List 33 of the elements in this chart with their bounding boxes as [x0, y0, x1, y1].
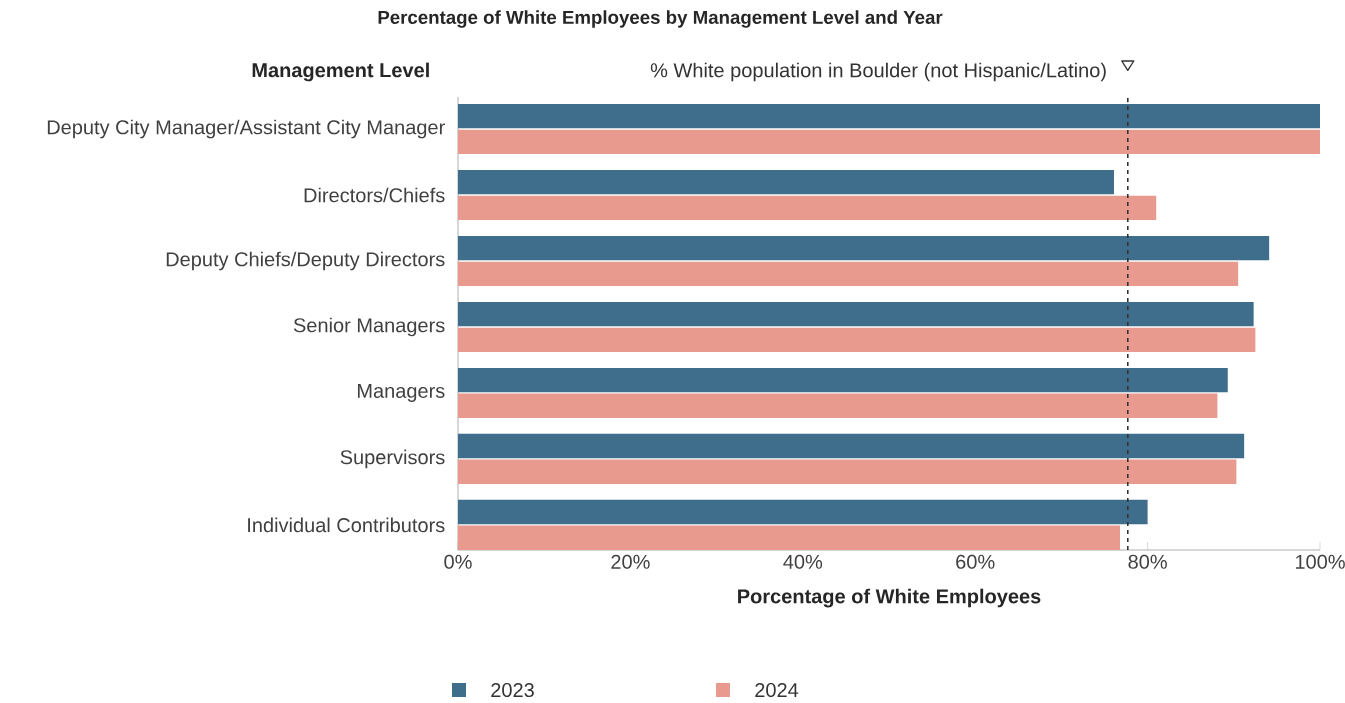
y-axis-title: Management Level [252, 62, 429, 82]
bar [458, 367, 1228, 393]
bar [458, 499, 1148, 525]
x-tick-label: 100% [1295, 554, 1345, 569]
y-tick-label: Individual Contributors [248, 517, 445, 533]
bar [458, 525, 1121, 550]
bar [458, 169, 1114, 195]
y-tick-label: Deputy Chiefs/Deputy Directors [166, 251, 445, 271]
bar [458, 195, 1157, 221]
bar [458, 301, 1254, 327]
x-tick-label: 20% [611, 554, 650, 569]
chart-title: Percentage of White Employees by Management Level and Year [378, 10, 943, 28]
x-tick-label: 60% [956, 554, 995, 569]
legend-label: 2023 [491, 682, 534, 698]
y-tick-label: Deputy City Manager/Assistant City Manager [47, 119, 445, 139]
bar [458, 103, 1321, 129]
x-axis-title: Porcentage of White Employees [738, 588, 1041, 608]
x-tick-label: 80% [1128, 554, 1167, 569]
ref-line-label: % White population in Boulder (not Hispanic/Latino) [650, 62, 1106, 82]
x-tick-label: 0% [444, 554, 472, 569]
y-tick-label: Managers [357, 384, 445, 402]
y-tick-label: Supervisors [340, 449, 445, 469]
bar [458, 261, 1239, 287]
y-tick-label: Directors/Chiefs [304, 187, 445, 203]
bar [458, 235, 1270, 261]
bar [458, 433, 1245, 459]
bar [458, 327, 1256, 353]
bar [458, 129, 1321, 155]
bar [458, 393, 1218, 419]
legend-label: 2024 [755, 682, 799, 698]
x-tick-label: 40% [783, 554, 823, 569]
y-tick-label: Senior Managers [293, 317, 445, 337]
bar [458, 459, 1237, 485]
